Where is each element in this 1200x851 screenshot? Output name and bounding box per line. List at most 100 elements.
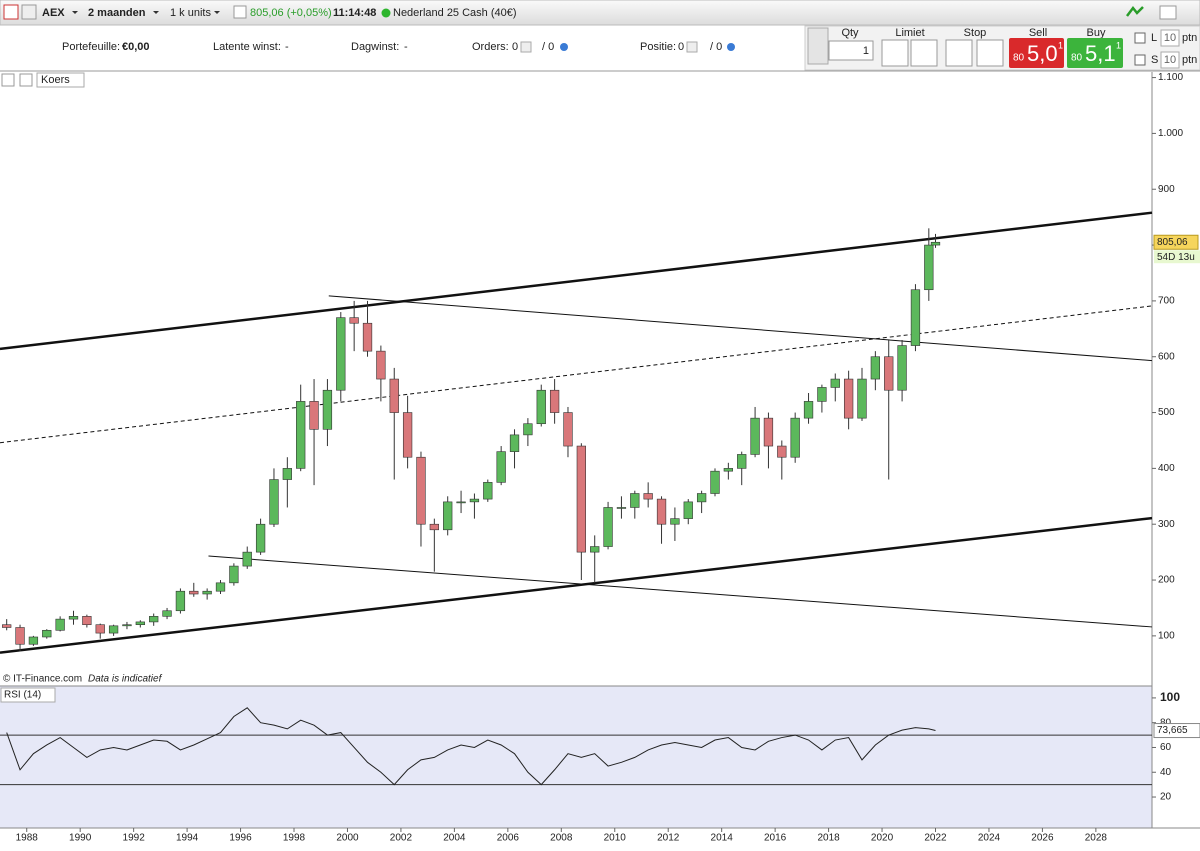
candle-body <box>870 356 881 380</box>
candle-body <box>696 493 707 503</box>
position-label: Positie: <box>640 41 676 53</box>
candle-body <box>456 501 466 504</box>
buy-prefix[interactable]: 80 <box>1071 53 1083 64</box>
dropdown-arrow[interactable] <box>72 11 78 14</box>
long-checkbox[interactable] <box>1134 32 1146 44</box>
y-tick-label: 20 <box>1160 792 1172 803</box>
candle-body <box>389 378 399 413</box>
candle-body <box>229 565 239 584</box>
unrealized-value: - <box>285 41 289 53</box>
x-tick-label: 2012 <box>657 833 680 844</box>
y-tick-label: 200 <box>1158 575 1175 586</box>
last-value-label: 73,665 <box>1157 725 1188 736</box>
qty-input[interactable] <box>828 40 874 61</box>
limit-label: Limiet <box>895 27 924 39</box>
time: 11:14:48 <box>333 7 376 19</box>
orders-settings[interactable] <box>560 43 568 51</box>
x-tick-label: 1998 <box>283 833 306 844</box>
rsi-panel <box>0 686 1152 828</box>
buy-main[interactable]: 5,1 <box>1085 41 1116 66</box>
candle-body <box>737 454 747 469</box>
tools-button[interactable] <box>807 27 829 65</box>
long-points-input[interactable] <box>1160 29 1180 47</box>
candle-body <box>202 590 212 595</box>
collapse-button[interactable] <box>1 73 15 87</box>
chart-icon[interactable] <box>233 5 247 19</box>
trend-icon[interactable] <box>1126 5 1144 17</box>
candle-body <box>616 507 627 509</box>
trendline <box>328 295 1153 362</box>
dropdown-arrow[interactable] <box>214 11 220 14</box>
candle-body <box>68 616 79 620</box>
units[interactable]: 1 k units <box>170 7 211 19</box>
candle-body <box>402 412 413 458</box>
interval[interactable]: 2 maanden <box>88 7 146 19</box>
candle-body <box>509 434 520 452</box>
qty-value[interactable]: 1 <box>863 45 869 57</box>
market: Nederland 25 Cash (40€) <box>393 7 517 19</box>
limit-buy-button[interactable] <box>881 39 909 67</box>
expand-button[interactable] <box>19 73 33 87</box>
dropdown-arrow[interactable] <box>153 11 159 14</box>
stop-sell-button[interactable] <box>976 39 1004 67</box>
candle-body <box>817 387 827 402</box>
candle-body <box>122 624 132 627</box>
sell-button[interactable] <box>1009 38 1064 68</box>
sell-suffix[interactable]: 1 <box>1058 40 1063 50</box>
x-tick-label: 2018 <box>817 833 840 844</box>
candle-body <box>2 624 12 628</box>
candle-body <box>149 616 159 623</box>
x-tick-label: 2024 <box>978 833 1001 844</box>
candle-body <box>656 498 667 525</box>
y-tick-label: 500 <box>1158 407 1175 418</box>
instrument[interactable]: AEX <box>42 7 65 19</box>
x-tick-label: 1994 <box>176 833 199 844</box>
position-value: 0 <box>678 41 684 53</box>
sell-prefix[interactable]: 80 <box>1013 53 1025 64</box>
y-tick-label: 80 <box>1160 717 1172 728</box>
candle-body <box>549 389 560 413</box>
position-settings[interactable] <box>727 43 735 51</box>
short-points-input[interactable] <box>1160 51 1180 69</box>
candle-body <box>95 624 105 634</box>
sell-main[interactable]: 5,0 <box>1027 41 1058 66</box>
instrument-icon[interactable] <box>21 4 37 20</box>
app-icon[interactable] <box>3 4 19 20</box>
candle-body <box>42 629 52 638</box>
candle-body <box>777 445 787 458</box>
x-tick-label: 1992 <box>123 833 146 844</box>
candle-body <box>269 479 279 525</box>
trendline <box>0 305 1153 444</box>
x-tick-label: 1990 <box>69 833 92 844</box>
position-icon[interactable] <box>686 41 698 53</box>
y-tick-label: 900 <box>1158 184 1175 195</box>
candle-body <box>242 551 252 567</box>
stop-buy-button[interactable] <box>945 39 973 67</box>
buy-suffix[interactable]: 1 <box>1116 40 1121 50</box>
y-tick-label: 700 <box>1158 296 1175 307</box>
x-tick-label: 2014 <box>711 833 734 844</box>
y-tick-label: 100 <box>1158 631 1175 642</box>
orders-icon[interactable] <box>520 41 532 53</box>
candle-body <box>603 507 613 547</box>
limit-sell-button[interactable] <box>910 39 938 67</box>
candle-body <box>536 389 546 425</box>
trendline <box>208 555 1153 628</box>
candle-body <box>830 378 840 388</box>
note: Data is indicatief <box>88 674 163 685</box>
panel-tab[interactable] <box>36 72 85 88</box>
short-points[interactable]: 10 <box>1164 54 1176 66</box>
candle-body <box>723 468 733 472</box>
position-total: / 0 <box>710 41 722 53</box>
panel-tab[interactable] <box>0 687 56 703</box>
window-icon[interactable] <box>1159 5 1177 20</box>
x-tick-label: 1996 <box>229 833 252 844</box>
buy-button[interactable] <box>1067 38 1123 68</box>
short-checkbox[interactable] <box>1134 54 1146 66</box>
long-points[interactable]: 10 <box>1164 32 1176 44</box>
candle-body <box>843 378 854 419</box>
candle-body <box>523 423 533 436</box>
x-tick-label: 2028 <box>1085 833 1108 844</box>
candle-body <box>416 456 426 525</box>
